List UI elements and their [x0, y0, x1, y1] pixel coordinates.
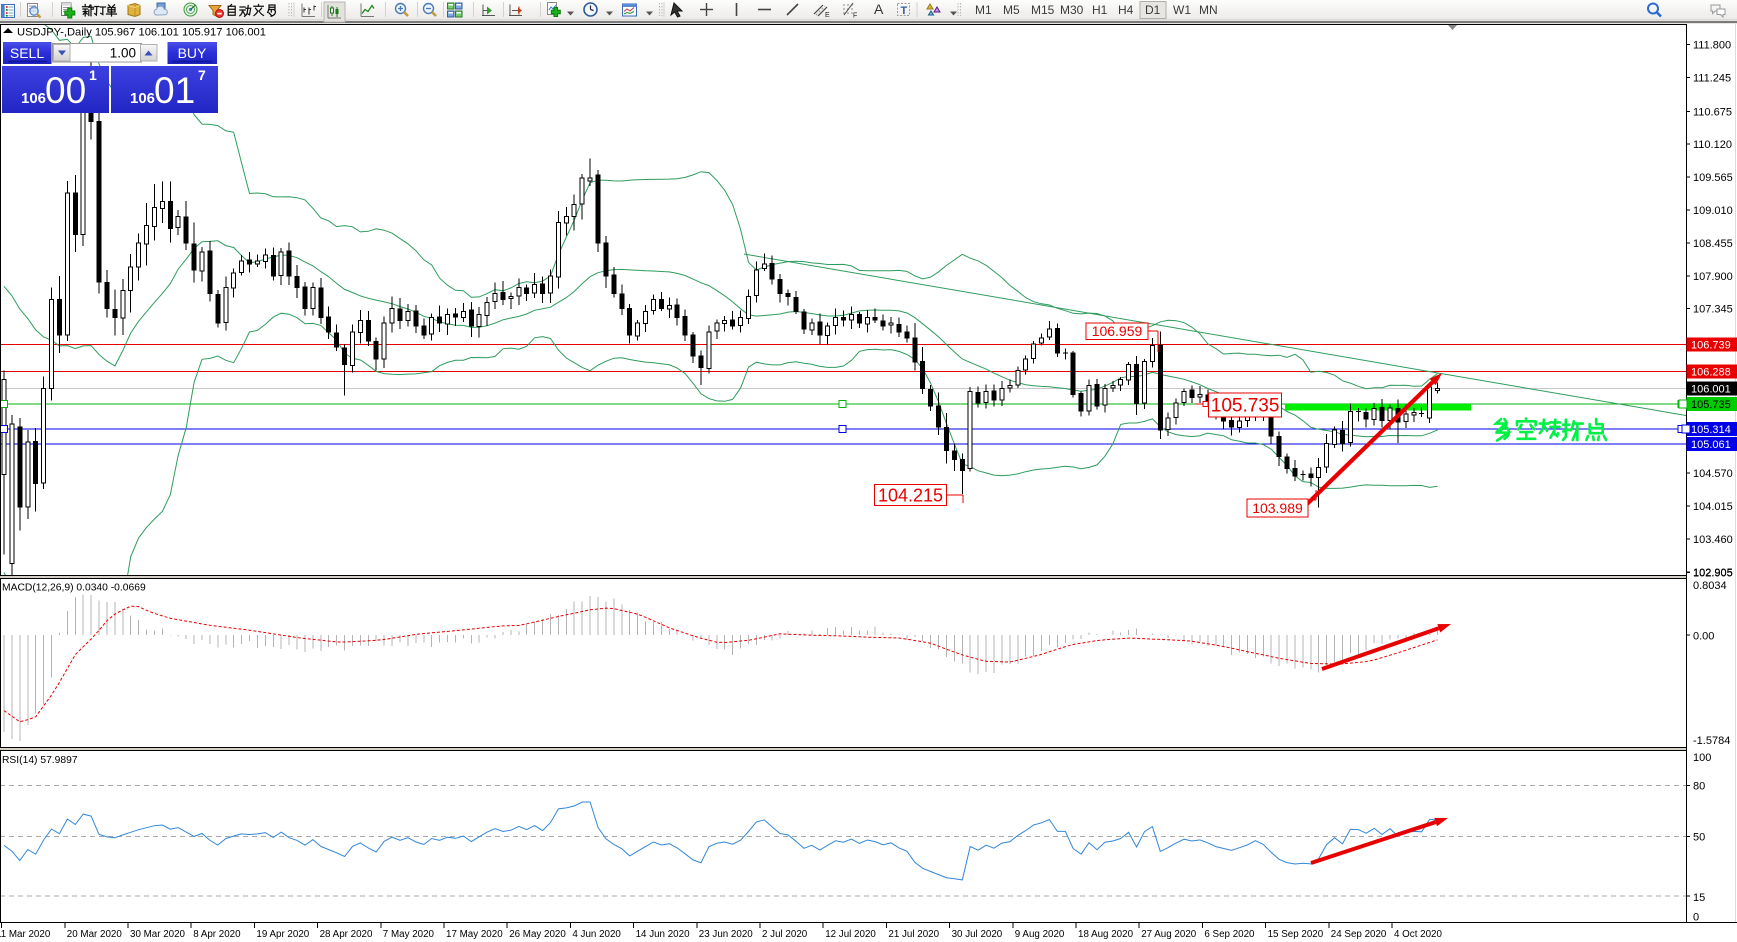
svg-text:21 Jul 2020: 21 Jul 2020: [888, 929, 939, 940]
svg-text:01: 01: [154, 70, 195, 111]
svg-text:H4: H4: [1118, 3, 1134, 17]
svg-text:106.739: 106.739: [1691, 340, 1731, 352]
svg-text:MN: MN: [1199, 3, 1218, 17]
svg-text:9 Aug 2020: 9 Aug 2020: [1015, 929, 1065, 940]
svg-text:T: T: [901, 5, 908, 17]
svg-text:M30: M30: [1060, 3, 1084, 17]
svg-text:F: F: [853, 13, 857, 20]
svg-text:14 Jun 2020: 14 Jun 2020: [636, 929, 690, 940]
svg-text:1: 1: [89, 67, 97, 83]
svg-text:00: 00: [45, 70, 86, 111]
svg-text:0.8034: 0.8034: [1693, 580, 1727, 592]
svg-text:100: 100: [1693, 752, 1711, 764]
svg-text:USDJPY-,Daily 105.967 106.101: USDJPY-,Daily 105.967 106.101 105.917 10…: [17, 27, 266, 39]
svg-text:M15: M15: [1031, 3, 1055, 17]
svg-text:80: 80: [1693, 781, 1705, 793]
svg-text:A: A: [874, 1, 884, 17]
svg-text:28 Apr 2020: 28 Apr 2020: [320, 929, 373, 940]
svg-text:106.959: 106.959: [1092, 323, 1143, 339]
svg-text:104.215: 104.215: [878, 486, 943, 506]
svg-text:110.675: 110.675: [1693, 106, 1732, 118]
svg-text:109.010: 109.010: [1693, 205, 1733, 217]
svg-text:15: 15: [1693, 892, 1705, 904]
svg-text:106: 106: [130, 90, 155, 107]
svg-text:19 Apr 2020: 19 Apr 2020: [256, 929, 309, 940]
svg-text:RSI(14) 57.9897: RSI(14) 57.9897: [2, 755, 78, 766]
svg-text:17 May 2020: 17 May 2020: [446, 929, 503, 940]
svg-text:18 Aug 2020: 18 Aug 2020: [1078, 929, 1134, 940]
svg-text:111.245: 111.245: [1693, 73, 1731, 85]
svg-text:30 Jul 2020: 30 Jul 2020: [952, 929, 1003, 940]
svg-text:108.455: 108.455: [1693, 238, 1733, 250]
svg-text:103.460: 103.460: [1693, 534, 1733, 546]
svg-text:0: 0: [1693, 912, 1699, 924]
svg-text:7 May 2020: 7 May 2020: [383, 929, 435, 940]
svg-text:BUY: BUY: [178, 45, 207, 61]
svg-text:105.061: 105.061: [1691, 439, 1731, 451]
svg-text:-1.5784: -1.5784: [1693, 735, 1730, 747]
svg-text:D1: D1: [1145, 3, 1161, 17]
svg-text:15 Sep 2020: 15 Sep 2020: [1268, 929, 1324, 940]
svg-text:2 Jul 2020: 2 Jul 2020: [762, 929, 808, 940]
svg-text:30 Mar 2020: 30 Mar 2020: [130, 929, 186, 940]
svg-text:104.015: 104.015: [1693, 501, 1733, 513]
svg-text:26 May 2020: 26 May 2020: [509, 929, 566, 940]
svg-text:E: E: [825, 12, 830, 19]
svg-text:7: 7: [198, 67, 206, 83]
svg-text:4 Jun 2020: 4 Jun 2020: [572, 929, 621, 940]
svg-text:W1: W1: [1173, 3, 1191, 17]
svg-text:20 Mar 2020: 20 Mar 2020: [67, 929, 123, 940]
svg-text:H1: H1: [1092, 3, 1108, 17]
svg-text:105.735: 105.735: [1691, 399, 1731, 411]
svg-text:6 Sep 2020: 6 Sep 2020: [1204, 929, 1255, 940]
svg-text:0.00: 0.00: [1693, 630, 1714, 642]
svg-text:27 Aug 2020: 27 Aug 2020: [1141, 929, 1197, 940]
svg-text:110.120: 110.120: [1693, 139, 1732, 151]
svg-text:106: 106: [21, 90, 46, 107]
svg-text:105.314: 105.314: [1691, 424, 1731, 436]
svg-text:107.900: 107.900: [1693, 271, 1733, 283]
svg-text:106.288: 106.288: [1691, 366, 1731, 378]
svg-text:M1: M1: [975, 3, 992, 17]
svg-text:106.001: 106.001: [1691, 383, 1731, 395]
svg-text:107.345: 107.345: [1693, 304, 1733, 316]
svg-text:M5: M5: [1003, 3, 1020, 17]
svg-text:50: 50: [1693, 832, 1705, 844]
svg-text:23 Jun 2020: 23 Jun 2020: [699, 929, 753, 940]
svg-text:8 Apr 2020: 8 Apr 2020: [193, 929, 241, 940]
svg-text:SELL: SELL: [10, 45, 44, 61]
svg-text:4 Oct 2020: 4 Oct 2020: [1394, 929, 1442, 940]
svg-text:11 Mar 2020: 11 Mar 2020: [0, 929, 51, 940]
svg-text:103.989: 103.989: [1252, 500, 1303, 516]
svg-text:12 Jul 2020: 12 Jul 2020: [825, 929, 876, 940]
svg-text:1.00: 1.00: [110, 46, 136, 61]
svg-text:109.565: 109.565: [1693, 172, 1733, 184]
svg-text:MACD(12,26,9) 0.0340 -0.0669: MACD(12,26,9) 0.0340 -0.0669: [2, 583, 146, 594]
svg-text:102.905: 102.905: [1693, 568, 1733, 580]
svg-text:102.905: 102.905: [1693, 567, 1733, 579]
svg-text:104.570: 104.570: [1693, 468, 1733, 480]
svg-text:105.735: 105.735: [1211, 396, 1280, 417]
svg-text:111.800: 111.800: [1693, 40, 1731, 52]
svg-text:24 Sep 2020: 24 Sep 2020: [1331, 929, 1387, 940]
